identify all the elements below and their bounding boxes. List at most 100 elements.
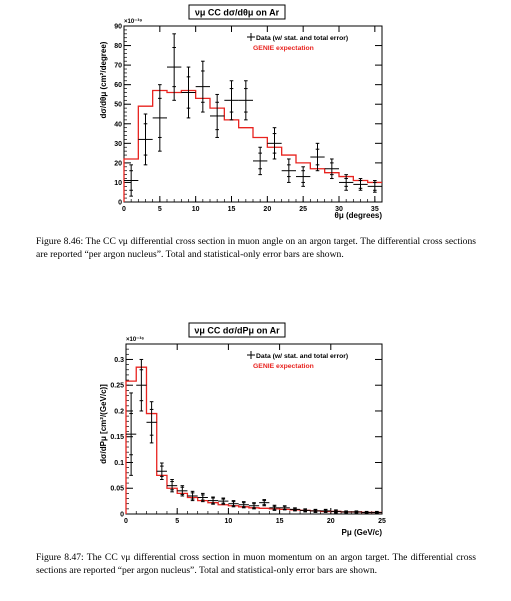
data-point (197, 492, 208, 503)
data-point (324, 158, 339, 180)
data-point (330, 509, 342, 514)
y-tick-label: 70 (114, 63, 122, 70)
genie-step-series (123, 89, 382, 202)
y-tick-label: 30 (114, 141, 122, 148)
y-tick-label: 80 (114, 43, 122, 50)
data-point (126, 392, 137, 476)
data-point (281, 158, 296, 183)
data-point (367, 179, 382, 193)
data-point (166, 478, 178, 493)
data-point (310, 142, 325, 172)
genie-step-line (123, 89, 382, 202)
data-point (353, 178, 368, 191)
legend-data-label: Data (w/ stat. and total error) (256, 353, 348, 360)
data-point (267, 127, 282, 160)
x-tick-label: 15 (228, 206, 236, 213)
y-tick-label: 20 (114, 160, 122, 167)
legend: Data (w/ stat. and total error) GENIE ex… (247, 351, 348, 370)
data-point (228, 500, 239, 508)
data-point (248, 502, 260, 510)
data-point (371, 510, 382, 514)
data-point (218, 497, 229, 505)
data-point (296, 166, 311, 187)
x-tick-label: 30 (335, 206, 343, 213)
data-point (300, 508, 311, 513)
data-point (289, 507, 301, 512)
y-axis-label: dσ/dPμ [cm²/(GeV/c)] (99, 384, 108, 464)
legend-genie-label: GENIE expectation (253, 363, 314, 370)
y-tick-label: 0.3 (114, 357, 124, 364)
y-exponent: ×10⁻³⁹ (124, 18, 142, 25)
data-point (339, 174, 354, 191)
y-tick-label: 0.1 (114, 460, 124, 467)
data-points-series (124, 33, 382, 197)
y-axis-label: dσ/dθμ (cm²/degree) (99, 41, 108, 118)
data-point (181, 66, 196, 119)
axes-ticks: 0 5 10 15 20 25 0 0.05 0.1 0.15 0.2 0.25 0.3 (110, 343, 386, 525)
data-points-series (126, 358, 382, 514)
x-tick-label: 5 (158, 206, 162, 213)
data-point (152, 84, 167, 152)
figure-caption: Figure 8.46: The CC νμ differential cros… (36, 236, 476, 260)
x-axis-label: Pμ (GeV/c) (342, 528, 383, 537)
data-point (269, 504, 280, 511)
chart-title: νμ CC dσ/dθμ on Ar (195, 8, 280, 18)
legend-genie-label: GENIE expectation (253, 45, 314, 52)
data-point (124, 164, 139, 197)
x-tick-label: 20 (327, 518, 335, 525)
x-tick-label: 25 (299, 206, 307, 213)
genie-step-series (125, 366, 382, 514)
x-tick-label: 0 (124, 518, 128, 525)
data-point (351, 510, 362, 514)
y-exponent: ×10⁻³⁶ (126, 336, 144, 343)
data-point (187, 490, 198, 502)
x-axis-label: θμ (degrees) (335, 211, 383, 220)
y-tick-label: 0.15 (110, 434, 124, 441)
plot-frame (123, 25, 383, 203)
data-point (238, 501, 249, 509)
chart-title-box (188, 4, 286, 20)
data-point (253, 146, 268, 176)
x-tick-label: 10 (192, 206, 200, 213)
data-point (361, 510, 372, 514)
x-tick-label: 0 (122, 206, 126, 213)
data-point (320, 508, 331, 513)
data-point (136, 358, 147, 412)
data-point (210, 93, 225, 138)
data-point (195, 60, 210, 113)
y-tick-label: 40 (114, 121, 122, 128)
y-tick-label: 10 (114, 180, 122, 187)
y-tick-label: 60 (114, 82, 122, 89)
legend-data-label: Data (w/ stat. and total error) (256, 35, 348, 42)
y-tick-label: 0 (120, 512, 124, 519)
data-point (279, 505, 290, 511)
data-point (259, 499, 270, 507)
x-tick-label: 10 (225, 518, 233, 525)
data-point (238, 80, 253, 121)
legend: Data (w/ stat. and total error) GENIE ex… (247, 33, 348, 52)
data-point (341, 510, 352, 514)
y-tick-label: 0 (118, 200, 122, 207)
data-point (146, 401, 157, 444)
x-tick-label: 25 (378, 518, 386, 525)
data-point (224, 80, 239, 121)
x-tick-label: 5 (175, 518, 179, 525)
y-tick-label: 0.2 (114, 408, 124, 415)
data-point (310, 508, 321, 513)
momentum-cross-section-chart: νμ CC dσ/dPμ on Ar ×10⁻³⁶ dσ/dPμ [cm²/(G… (99, 322, 386, 537)
data-point (207, 496, 219, 505)
data-point (138, 113, 153, 166)
x-tick-label: 15 (276, 518, 284, 525)
data-point (156, 462, 167, 480)
theta-cross-section-chart: νμ CC dσ/dθμ on Ar ×10⁻³⁹ dσ/dθμ (cm²/de… (99, 4, 383, 220)
x-tick-label: 35 (371, 206, 379, 213)
genie-step-line (125, 366, 382, 514)
data-point (167, 33, 182, 101)
data-point (177, 485, 188, 497)
x-tick-label: 20 (263, 206, 271, 213)
chart-title-box (188, 322, 286, 338)
y-tick-label: 90 (114, 24, 122, 31)
y-tick-label: 50 (114, 102, 122, 109)
y-tick-label: 0.25 (110, 383, 124, 390)
figure-caption: Figure 8.47: The CC νμ differential cros… (36, 552, 476, 576)
